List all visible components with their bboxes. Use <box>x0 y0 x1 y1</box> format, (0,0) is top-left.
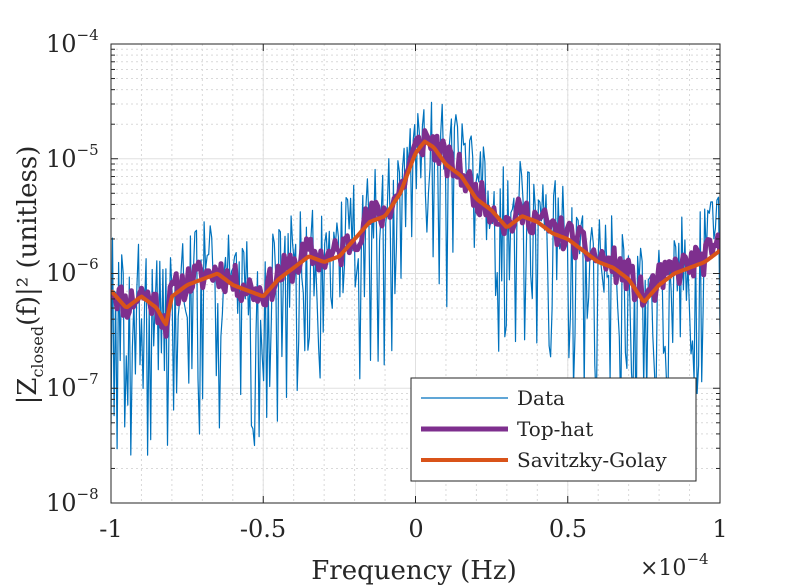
legend-label-data: Data <box>517 386 565 410</box>
y-tick-label: 10−8 <box>46 485 99 517</box>
y-tick-label: 10−4 <box>46 26 99 58</box>
ticks <box>110 43 721 504</box>
y-tick-label: 10−5 <box>46 141 99 173</box>
x-tick-labels: -1 -0.5 0 0.5 1 <box>99 515 727 543</box>
y-tick-labels: 10−8 10−7 10−6 10−5 10−4 <box>46 26 99 517</box>
x-tick-label: 1 <box>712 515 727 543</box>
x-axis-multiplier: ×10−4 <box>640 550 709 581</box>
x-tick-label: 0.5 <box>549 515 587 543</box>
legend: Data Top-hat Savitzky-Golay <box>410 377 697 482</box>
legend-label-top-hat: Top-hat <box>517 417 593 441</box>
y-axis-label: |Zclosed(f)|² (unitless) <box>13 146 47 405</box>
series-line-savitzky-golay <box>111 139 720 327</box>
y-tick-label: 10−7 <box>46 370 99 402</box>
y-tick-label: 10−6 <box>46 255 99 287</box>
x-axis-label: Frequency (Hz) <box>311 556 517 586</box>
legend-label-savitzky-golay: Savitzky-Golay <box>517 448 667 472</box>
series-line-top-hat <box>111 128 720 339</box>
x-tick-label: -1 <box>99 515 122 543</box>
x-tick-label: -0.5 <box>240 515 286 543</box>
x-tick-label: 0 <box>408 515 423 543</box>
